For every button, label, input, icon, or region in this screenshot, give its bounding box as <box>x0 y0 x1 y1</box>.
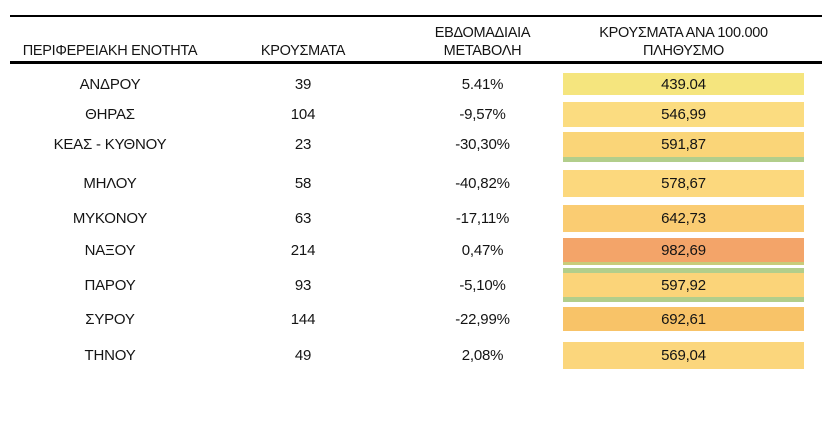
region-cell: ΣΥΡΟΥ <box>85 310 135 328</box>
cases-cell: 104 <box>290 106 316 123</box>
per100k-value-cell: 578,67 <box>563 170 804 197</box>
weekly-change-cell: 5.41% <box>461 75 504 93</box>
per100k-value-cell: 642,73 <box>563 205 804 232</box>
region-cell: ΚΕΑΣ - ΚΥΘΝΟΥ <box>53 136 167 153</box>
green-strip <box>563 268 804 273</box>
column-header-line: ΚΡΟΥΣΜΑΤΑ <box>260 43 346 59</box>
per100k-value-cell: 597,92 <box>563 273 804 297</box>
per100k-value-cell: 591,87 <box>563 132 804 157</box>
olive-strip <box>563 262 804 265</box>
cases-cell: 58 <box>294 175 312 192</box>
column-header-line: ΠΛΗΘΥΣΜΟ <box>642 43 725 59</box>
column-header-line: ΠΕΡΙΦΕΡΕΙΑΚΗ ΕΝΟΤΗΤΑ <box>22 43 198 59</box>
weekly-change-cell: -9,57% <box>459 106 506 123</box>
cases-cell: 49 <box>294 347 312 364</box>
weekly-change-cell: -17,11% <box>455 210 510 227</box>
region-cell: ΑΝΔΡΟΥ <box>79 75 141 93</box>
cases-cell: 39 <box>294 75 312 93</box>
header-underline <box>10 61 822 64</box>
column-header-cases-per-100k: ΚΡΟΥΣΜΑΤΑ ΑΝΑ 100.000 ΠΛΗΘΥΣΜΟ <box>563 18 804 60</box>
column-header-line: ΜΕΤΑΒΟΛΗ <box>443 43 522 59</box>
green-strip <box>563 157 804 162</box>
region-cell: ΝΑΞΟΥ <box>84 241 136 259</box>
column-header-weekly-change: ΕΒΔΟΜΑΔΙΑΙΑ ΜΕΤΑΒΟΛΗ <box>400 18 565 60</box>
column-header-line: ΕΒΔΟΜΑΔΙΑΙΑ <box>434 25 531 41</box>
table-top-border <box>10 15 822 17</box>
per100k-value-cell: 982,69 <box>563 238 804 262</box>
region-cell: ΤΗΝΟΥ <box>84 347 136 364</box>
green-strip <box>563 297 804 302</box>
weekly-change-cell: 2,08% <box>461 347 504 364</box>
per100k-value-cell: 692,61 <box>563 307 804 331</box>
weekly-change-cell: -5,10% <box>459 276 506 294</box>
region-cell: ΜΗΛΟΥ <box>83 175 137 192</box>
cases-cell: 93 <box>294 276 312 294</box>
region-cell: ΠΑΡΟΥ <box>84 276 136 294</box>
weekly-change-cell: -22,99% <box>455 310 510 328</box>
column-header-line: ΚΡΟΥΣΜΑΤΑ ΑΝΑ 100.000 <box>599 25 768 41</box>
per100k-value-cell: 569,04 <box>563 342 804 369</box>
weekly-change-cell: -40,82% <box>455 175 510 192</box>
per100k-value-cell: 439.04 <box>563 73 804 95</box>
region-cell: ΘΗΡΑΣ <box>85 106 135 123</box>
region-cell: ΜΥΚΟΝΟΥ <box>72 210 148 227</box>
weekly-change-cell: 0,47% <box>461 241 504 259</box>
cases-cell: 144 <box>290 310 316 328</box>
per100k-value-cell: 546,99 <box>563 102 804 127</box>
column-header-regional-unit: ΠΕΡΙΦΕΡΕΙΑΚΗ ΕΝΟΤΗΤΑ <box>10 18 210 60</box>
cases-cell: 214 <box>290 241 316 259</box>
cases-cell: 63 <box>294 210 312 227</box>
cases-cell: 23 <box>294 136 312 153</box>
column-header-cases: ΚΡΟΥΣΜΑΤΑ <box>223 18 383 60</box>
weekly-change-cell: -30,30% <box>455 136 510 153</box>
